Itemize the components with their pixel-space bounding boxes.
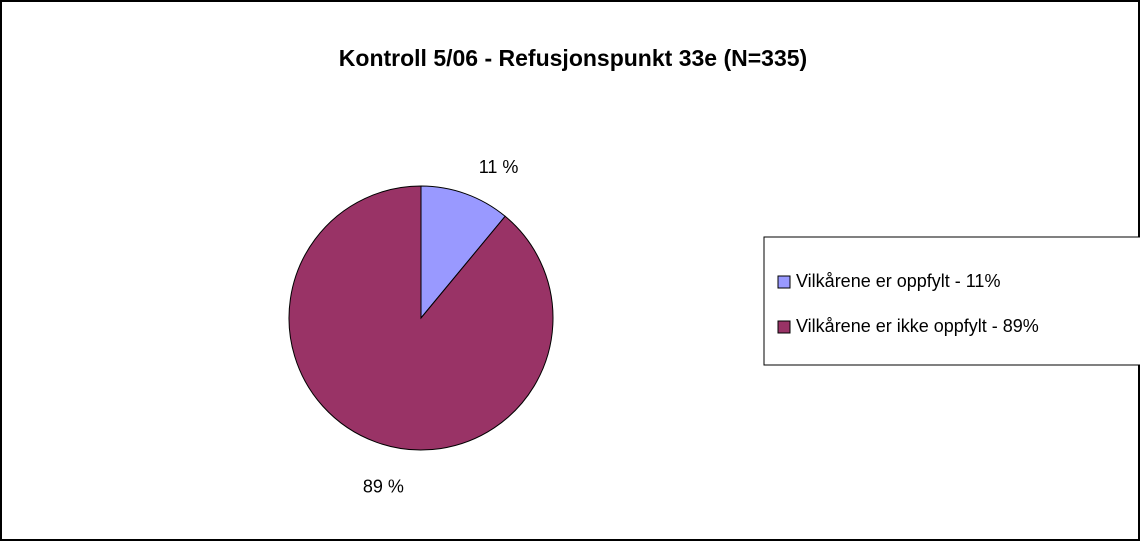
data-label: 89 % [363, 477, 404, 497]
pie-slice [288, 185, 554, 451]
legend-swatch [777, 275, 791, 289]
legend-label: Vilkårene er ikke oppfylt - 89% [796, 316, 1039, 336]
legend-swatch [777, 320, 791, 334]
legend-box [763, 236, 1140, 366]
pie-slice [420, 185, 506, 320]
legend-label: Vilkårene er oppfylt - 11% [796, 271, 1000, 291]
data-label: 11 % [479, 157, 519, 177]
chart-title: Kontroll 5/06 - Refusjonspunkt 33e (N=33… [339, 45, 807, 71]
